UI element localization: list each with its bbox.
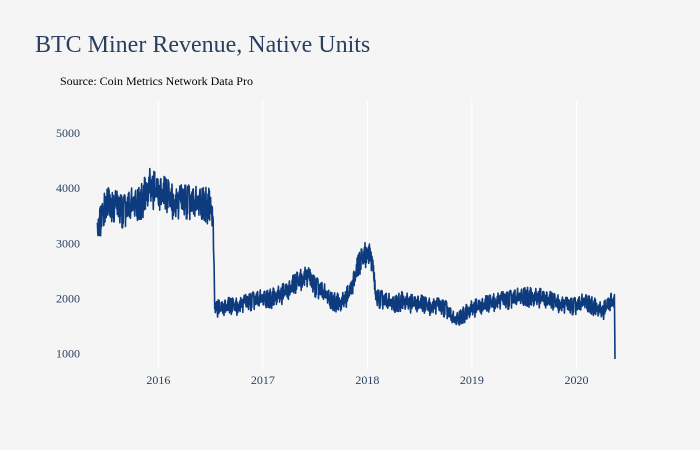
chart-subtitle: Source: Coin Metrics Network Data Pro — [60, 74, 253, 88]
y-tick-label: 4000 — [56, 181, 80, 195]
x-tick-label: 2018 — [355, 373, 379, 387]
series-line-0 — [96, 167, 616, 360]
x-tick-label: 2019 — [460, 373, 484, 387]
y-tick-label: 1000 — [56, 346, 80, 360]
chart-title: BTC Miner Revenue, Native Units — [35, 32, 370, 58]
gridlines — [157, 100, 578, 370]
x-axis-ticks: 2016 2017 2018 2019 2020 — [146, 373, 588, 387]
x-tick-label: 2017 — [251, 373, 275, 387]
x-tick-label: 2020 — [564, 373, 588, 387]
series-layer — [96, 167, 616, 360]
x-tick-label: 2016 — [146, 373, 170, 387]
y-tick-label: 2000 — [56, 291, 80, 305]
y-tick-label: 5000 — [56, 126, 80, 140]
y-tick-label: 3000 — [56, 236, 80, 250]
y-axis-ticks: 1000 2000 3000 4000 5000 — [56, 126, 80, 360]
